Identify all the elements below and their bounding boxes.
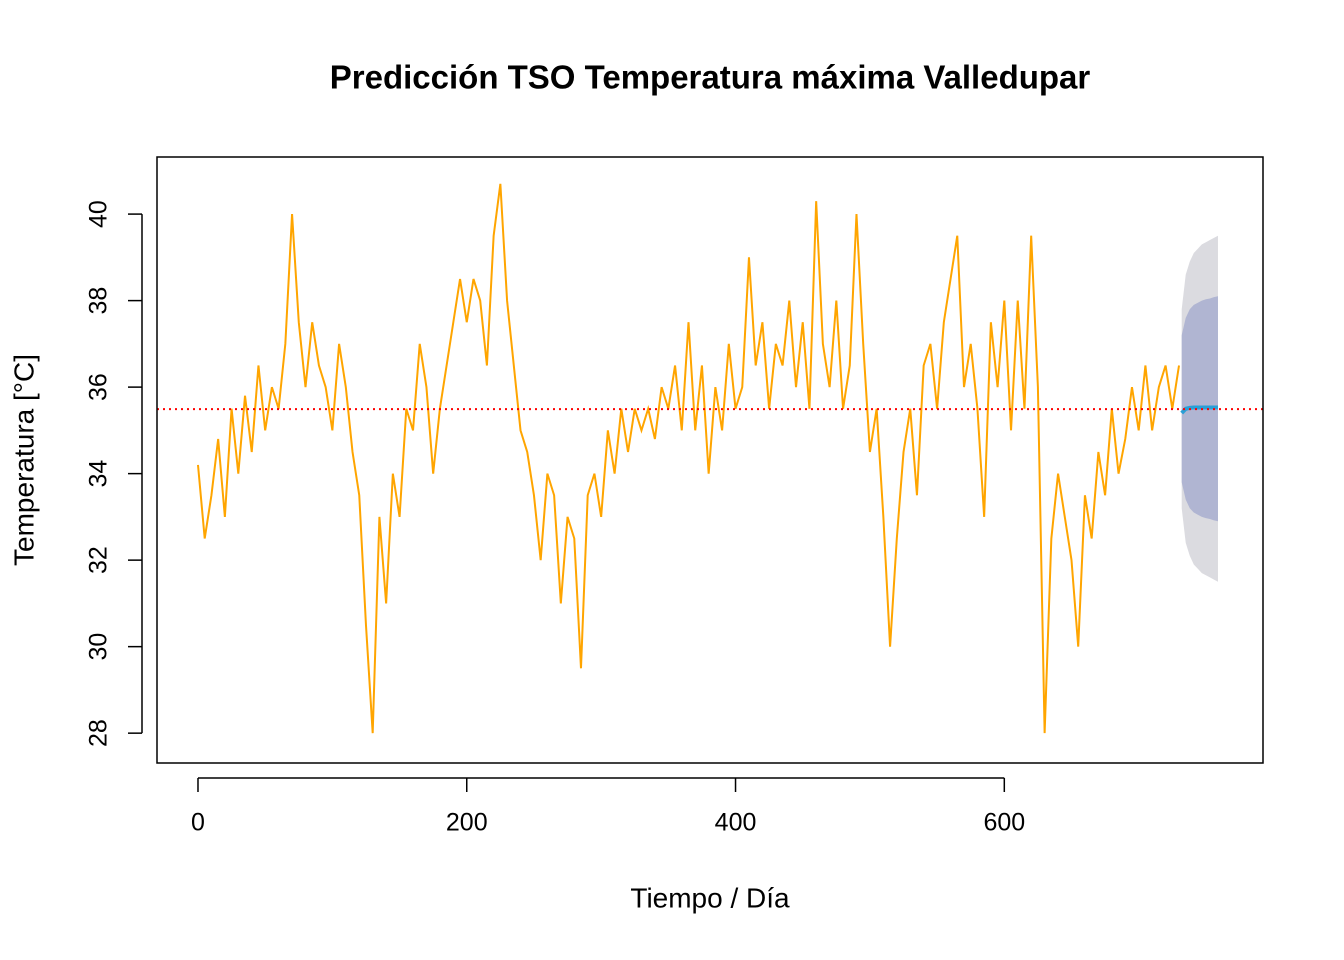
forecast-line [1180,405,1218,415]
y-tick-label: 38 [85,287,113,315]
y-tick-label: 36 [85,373,113,401]
y-tick-label: 30 [85,633,113,661]
y-tick-label: 32 [85,546,113,574]
x-axis-label: Tiempo / Día [630,882,790,913]
x-tick-label: 200 [446,809,488,837]
y-tick-label: 40 [85,200,113,228]
y-tick-label: 34 [85,460,113,488]
x-tick-label: 600 [983,809,1025,837]
x-tick-label: 0 [191,809,205,837]
y-axis-label: Temperatura [°C] [8,354,39,566]
x-tick-label: 400 [715,809,757,837]
series-line [196,183,1180,734]
plot-frame [156,156,1264,764]
y-tick-label: 28 [85,719,113,747]
chart-title: Predicción TSO Temperatura máxima Valled… [330,59,1091,96]
